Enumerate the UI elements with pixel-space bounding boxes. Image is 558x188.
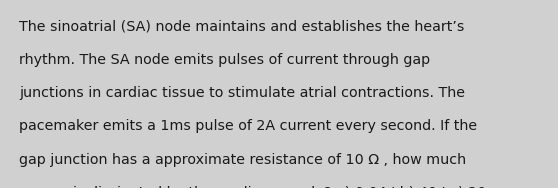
Text: pacemaker emits a 1ms pulse of 2A current every second. If the: pacemaker emits a 1ms pulse of 2A curren…	[20, 119, 478, 133]
Text: energy is dissipated by the cardiac muscle? a) 0.04 J b) 40 J c) 20: energy is dissipated by the cardiac musc…	[20, 186, 487, 188]
Text: The sinoatrial (SA) node maintains and establishes the heart’s: The sinoatrial (SA) node maintains and e…	[20, 19, 465, 33]
Text: gap junction has a approximate resistance of 10 Ω , how much: gap junction has a approximate resistanc…	[20, 153, 466, 167]
Text: rhythm. The SA node emits pulses of current through gap: rhythm. The SA node emits pulses of curr…	[20, 53, 431, 67]
Text: junctions in cardiac tissue to stimulate atrial contractions. The: junctions in cardiac tissue to stimulate…	[20, 86, 465, 100]
